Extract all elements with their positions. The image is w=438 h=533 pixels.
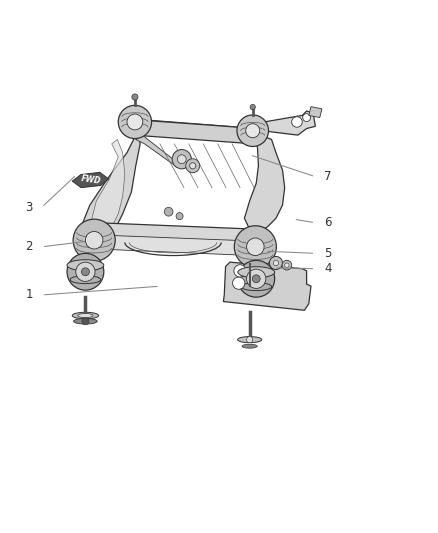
Circle shape xyxy=(250,104,255,110)
Circle shape xyxy=(246,124,260,138)
Polygon shape xyxy=(138,120,256,135)
Polygon shape xyxy=(96,235,255,255)
Text: 7: 7 xyxy=(324,170,332,183)
Polygon shape xyxy=(262,111,315,135)
Circle shape xyxy=(234,265,246,277)
Circle shape xyxy=(186,159,200,173)
Circle shape xyxy=(132,94,138,100)
Circle shape xyxy=(172,150,191,169)
Circle shape xyxy=(82,318,89,325)
Circle shape xyxy=(247,336,253,343)
Circle shape xyxy=(67,253,104,290)
Circle shape xyxy=(118,106,152,139)
Polygon shape xyxy=(92,140,125,233)
Circle shape xyxy=(176,213,183,220)
Circle shape xyxy=(76,262,95,281)
Circle shape xyxy=(233,277,245,289)
Ellipse shape xyxy=(238,266,275,278)
Circle shape xyxy=(127,114,143,130)
Polygon shape xyxy=(72,172,109,188)
Ellipse shape xyxy=(72,312,99,319)
Ellipse shape xyxy=(78,313,93,318)
Polygon shape xyxy=(94,223,258,243)
Circle shape xyxy=(247,238,264,255)
Polygon shape xyxy=(136,135,175,166)
Circle shape xyxy=(73,219,115,261)
Polygon shape xyxy=(134,120,256,144)
Circle shape xyxy=(252,275,260,282)
Circle shape xyxy=(273,260,279,265)
Text: 5: 5 xyxy=(324,247,332,260)
Circle shape xyxy=(81,268,89,276)
Ellipse shape xyxy=(242,344,257,348)
Circle shape xyxy=(285,263,289,268)
Text: 3: 3 xyxy=(25,201,33,214)
Polygon shape xyxy=(309,107,322,118)
Ellipse shape xyxy=(241,282,272,290)
Circle shape xyxy=(237,115,268,147)
Circle shape xyxy=(85,231,103,249)
Polygon shape xyxy=(243,122,264,138)
Polygon shape xyxy=(125,113,149,128)
Circle shape xyxy=(234,226,276,268)
Circle shape xyxy=(247,269,266,288)
Text: 2: 2 xyxy=(25,240,33,253)
Text: 4: 4 xyxy=(324,262,332,275)
Polygon shape xyxy=(223,262,311,310)
Ellipse shape xyxy=(67,260,104,271)
Text: FWD: FWD xyxy=(80,174,101,185)
Ellipse shape xyxy=(237,336,261,343)
Circle shape xyxy=(282,260,292,270)
Circle shape xyxy=(303,114,311,122)
Ellipse shape xyxy=(70,276,101,284)
Circle shape xyxy=(164,207,173,216)
Ellipse shape xyxy=(74,318,97,324)
Polygon shape xyxy=(81,128,140,240)
Circle shape xyxy=(292,117,302,127)
Text: 1: 1 xyxy=(25,288,33,302)
Circle shape xyxy=(190,163,196,169)
Circle shape xyxy=(177,155,186,164)
Circle shape xyxy=(238,260,275,297)
Polygon shape xyxy=(244,135,285,231)
Circle shape xyxy=(269,256,283,270)
Text: 6: 6 xyxy=(324,216,332,229)
